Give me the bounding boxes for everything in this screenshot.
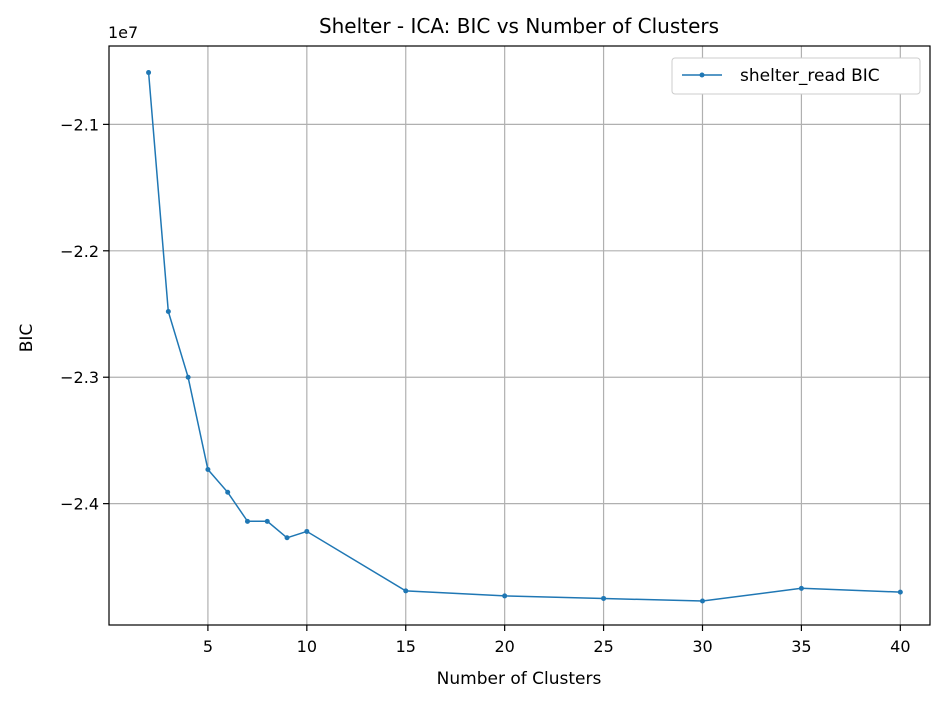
data-point bbox=[225, 489, 231, 495]
x-tick-label: 20 bbox=[494, 637, 514, 656]
data-point bbox=[244, 518, 250, 524]
chart-title: Shelter - ICA: BIC vs Number of Clusters bbox=[319, 14, 719, 38]
data-point bbox=[304, 528, 310, 534]
x-tick-label: 25 bbox=[593, 637, 613, 656]
legend-marker-swatch bbox=[699, 72, 705, 78]
data-point bbox=[146, 70, 152, 76]
data-point bbox=[798, 585, 804, 591]
legend-label: shelter_read BIC bbox=[740, 66, 880, 86]
x-axis-label: Number of Clusters bbox=[437, 669, 602, 689]
x-tick-label: 35 bbox=[791, 637, 811, 656]
data-point bbox=[601, 595, 607, 601]
y-tick-label: −2.4 bbox=[60, 495, 99, 514]
y-tick-label: −2.1 bbox=[60, 115, 99, 134]
legend-box bbox=[671, 57, 921, 95]
data-point bbox=[502, 593, 508, 599]
y-tick-label: −2.2 bbox=[60, 242, 99, 261]
y-axis-label: BIC bbox=[17, 324, 37, 353]
series-layer bbox=[146, 70, 903, 604]
x-tick-label: 5 bbox=[203, 637, 213, 656]
data-point bbox=[264, 518, 270, 524]
x-tick-label: 40 bbox=[890, 637, 910, 656]
data-point bbox=[185, 374, 191, 380]
data-point bbox=[403, 588, 409, 594]
x-tick-label: 10 bbox=[297, 637, 317, 656]
data-point bbox=[897, 589, 903, 595]
legend: shelter_read BIC bbox=[671, 57, 921, 95]
y-axis: −2.1 −2.2 −2.3 −2.4 bbox=[60, 115, 109, 514]
grid-lines bbox=[109, 46, 930, 625]
data-point bbox=[284, 535, 290, 541]
x-axis: 5 10 15 20 25 30 35 40 bbox=[203, 625, 911, 656]
y-offset-label: 1e7 bbox=[108, 23, 138, 42]
y-tick-label: −2.3 bbox=[60, 368, 99, 387]
data-point bbox=[699, 598, 705, 604]
data-point bbox=[205, 467, 211, 473]
data-point bbox=[165, 308, 171, 314]
x-tick-label: 30 bbox=[692, 637, 712, 656]
x-tick-label: 15 bbox=[396, 637, 416, 656]
plot-frame bbox=[108, 45, 931, 626]
